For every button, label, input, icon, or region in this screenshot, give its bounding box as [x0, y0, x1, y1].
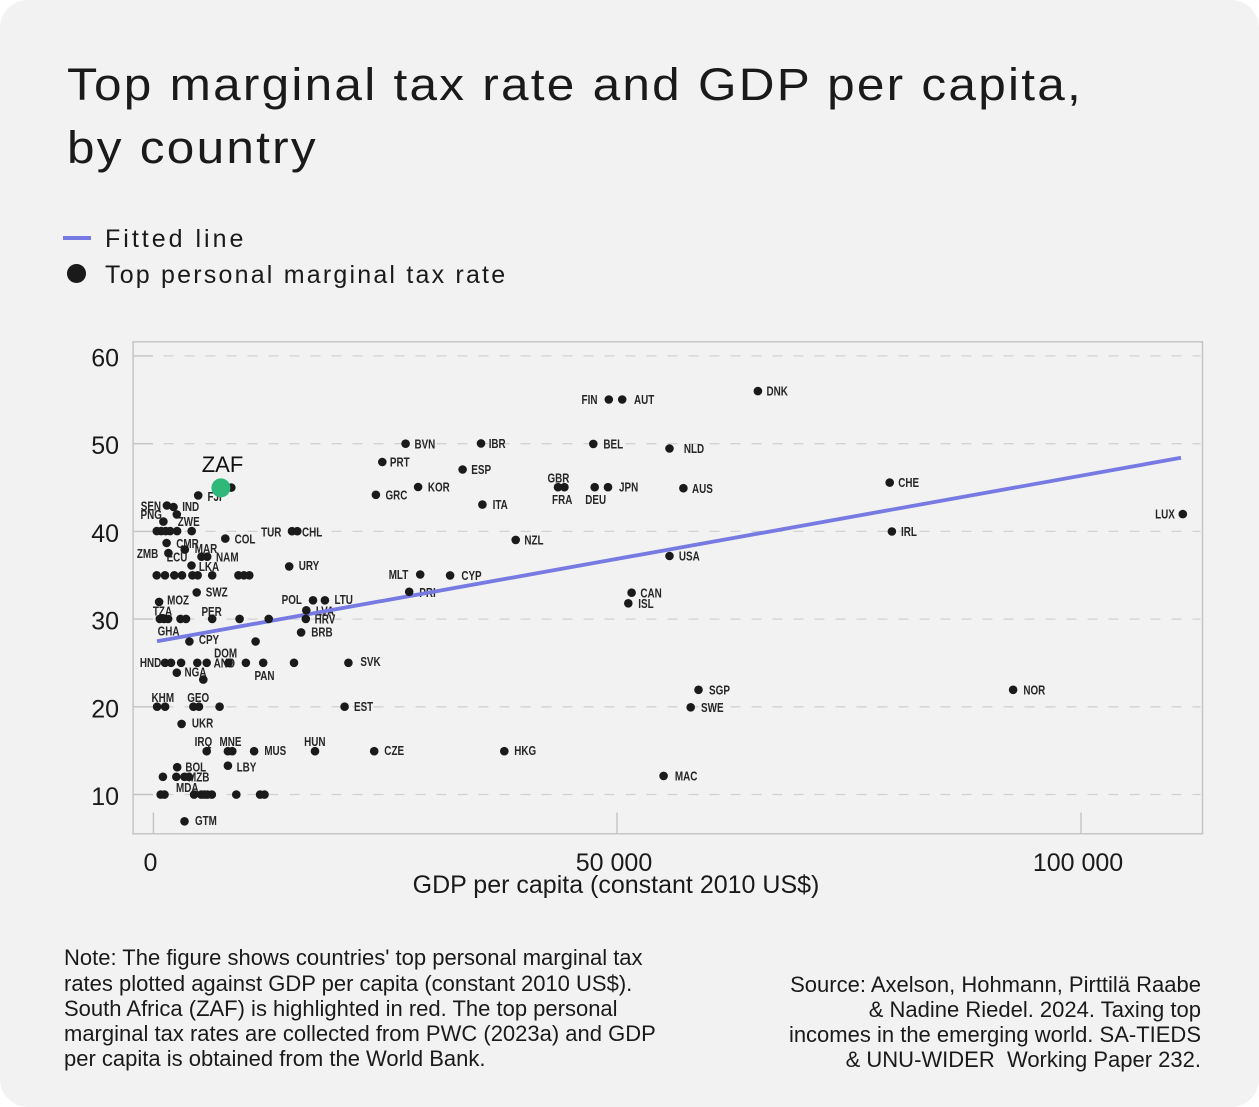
svg-text:IRQ: IRQ — [195, 735, 213, 749]
svg-text:ISL: ISL — [638, 597, 654, 611]
svg-text:FRA: FRA — [552, 493, 572, 507]
svg-text:DNK: DNK — [767, 385, 788, 399]
svg-text:PNG: PNG — [141, 508, 162, 522]
svg-text:PRT: PRT — [390, 456, 410, 470]
svg-text:DEU: DEU — [585, 493, 606, 507]
svg-text:MNE: MNE — [220, 735, 242, 749]
svg-text:ITA: ITA — [493, 498, 508, 512]
svg-text:BVN: BVN — [415, 438, 436, 452]
svg-text:FIN: FIN — [582, 393, 598, 407]
svg-text:KOR: KOR — [428, 481, 450, 495]
svg-text:MUS: MUS — [264, 744, 286, 758]
svg-text:POL: POL — [282, 593, 303, 607]
svg-text:NLD: NLD — [684, 442, 704, 456]
svg-text:NAM: NAM — [216, 550, 239, 564]
svg-text:BRB: BRB — [311, 626, 332, 640]
svg-text:60: 60 — [91, 344, 119, 372]
svg-text:0: 0 — [143, 849, 157, 877]
svg-text:MAC: MAC — [675, 770, 698, 784]
svg-text:COL: COL — [235, 533, 256, 547]
svg-text:AUT: AUT — [634, 393, 655, 407]
svg-text:SWZ: SWZ — [206, 586, 228, 600]
svg-text:NZL: NZL — [524, 534, 543, 548]
svg-text:CHE: CHE — [898, 476, 919, 490]
svg-text:IBR: IBR — [489, 437, 506, 451]
svg-text:AUS: AUS — [692, 482, 713, 496]
svg-text:GTM: GTM — [195, 814, 217, 828]
svg-text:30: 30 — [91, 608, 119, 636]
svg-text:HKG: HKG — [514, 744, 536, 758]
svg-text:100 000: 100 000 — [1033, 849, 1123, 877]
svg-text:GRC: GRC — [385, 488, 407, 502]
svg-text:BEL: BEL — [603, 438, 623, 452]
svg-text:URY: URY — [299, 559, 320, 573]
svg-text:50: 50 — [91, 432, 119, 460]
svg-text:10: 10 — [91, 783, 119, 811]
svg-text:40: 40 — [91, 520, 119, 548]
svg-text:LUX: LUX — [1155, 508, 1175, 522]
svg-text:NOR: NOR — [1023, 683, 1045, 697]
svg-text:ZMB: ZMB — [137, 547, 158, 561]
svg-text:CPY: CPY — [199, 633, 220, 647]
svg-text:ZWE: ZWE — [178, 515, 200, 529]
svg-text:HUN: HUN — [304, 735, 325, 749]
svg-text:GHA: GHA — [158, 625, 180, 639]
svg-text:SVK: SVK — [360, 655, 380, 669]
svg-text:UKR: UKR — [192, 717, 213, 731]
svg-text:LBY: LBY — [237, 761, 257, 775]
svg-text:SGP: SGP — [709, 683, 730, 697]
svg-text:MOZ: MOZ — [167, 594, 189, 608]
svg-text:IRL: IRL — [901, 525, 917, 539]
svg-text:CZE: CZE — [384, 744, 404, 758]
svg-text:GEO: GEO — [187, 691, 209, 705]
svg-text:HND: HND — [140, 656, 161, 670]
svg-text:PAN: PAN — [254, 669, 274, 683]
svg-text:ZAF: ZAF — [202, 452, 244, 477]
svg-text:GBR: GBR — [547, 472, 569, 486]
svg-text:EST: EST — [354, 700, 373, 714]
svg-text:CHL: CHL — [302, 526, 323, 540]
svg-text:TUR: TUR — [261, 526, 281, 540]
svg-text:PER: PER — [201, 605, 221, 619]
svg-text:BOL: BOL — [185, 761, 206, 775]
svg-text:IND: IND — [182, 500, 199, 514]
svg-text:MZB: MZB — [188, 770, 209, 784]
svg-text:20: 20 — [91, 695, 119, 723]
svg-text:50 000: 50 000 — [576, 849, 652, 877]
svg-text:SEN: SEN — [141, 499, 161, 513]
svg-text:SWE: SWE — [701, 701, 724, 715]
svg-text:MLT: MLT — [389, 568, 409, 582]
svg-text:GDP per capita (constant 2010: GDP per capita (constant 2010 US$) — [413, 871, 820, 899]
svg-text:ESP: ESP — [471, 463, 491, 477]
svg-text:HRV: HRV — [315, 613, 336, 627]
svg-text:LKA: LKA — [199, 560, 219, 574]
svg-text:CAN: CAN — [640, 586, 661, 600]
svg-text:USA: USA — [679, 550, 700, 564]
svg-text:LTU: LTU — [334, 593, 353, 607]
svg-text:DOM: DOM — [214, 647, 237, 661]
svg-text:CYP: CYP — [461, 569, 481, 583]
svg-text:KHM: KHM — [152, 691, 175, 705]
svg-text:JPN: JPN — [619, 481, 638, 495]
